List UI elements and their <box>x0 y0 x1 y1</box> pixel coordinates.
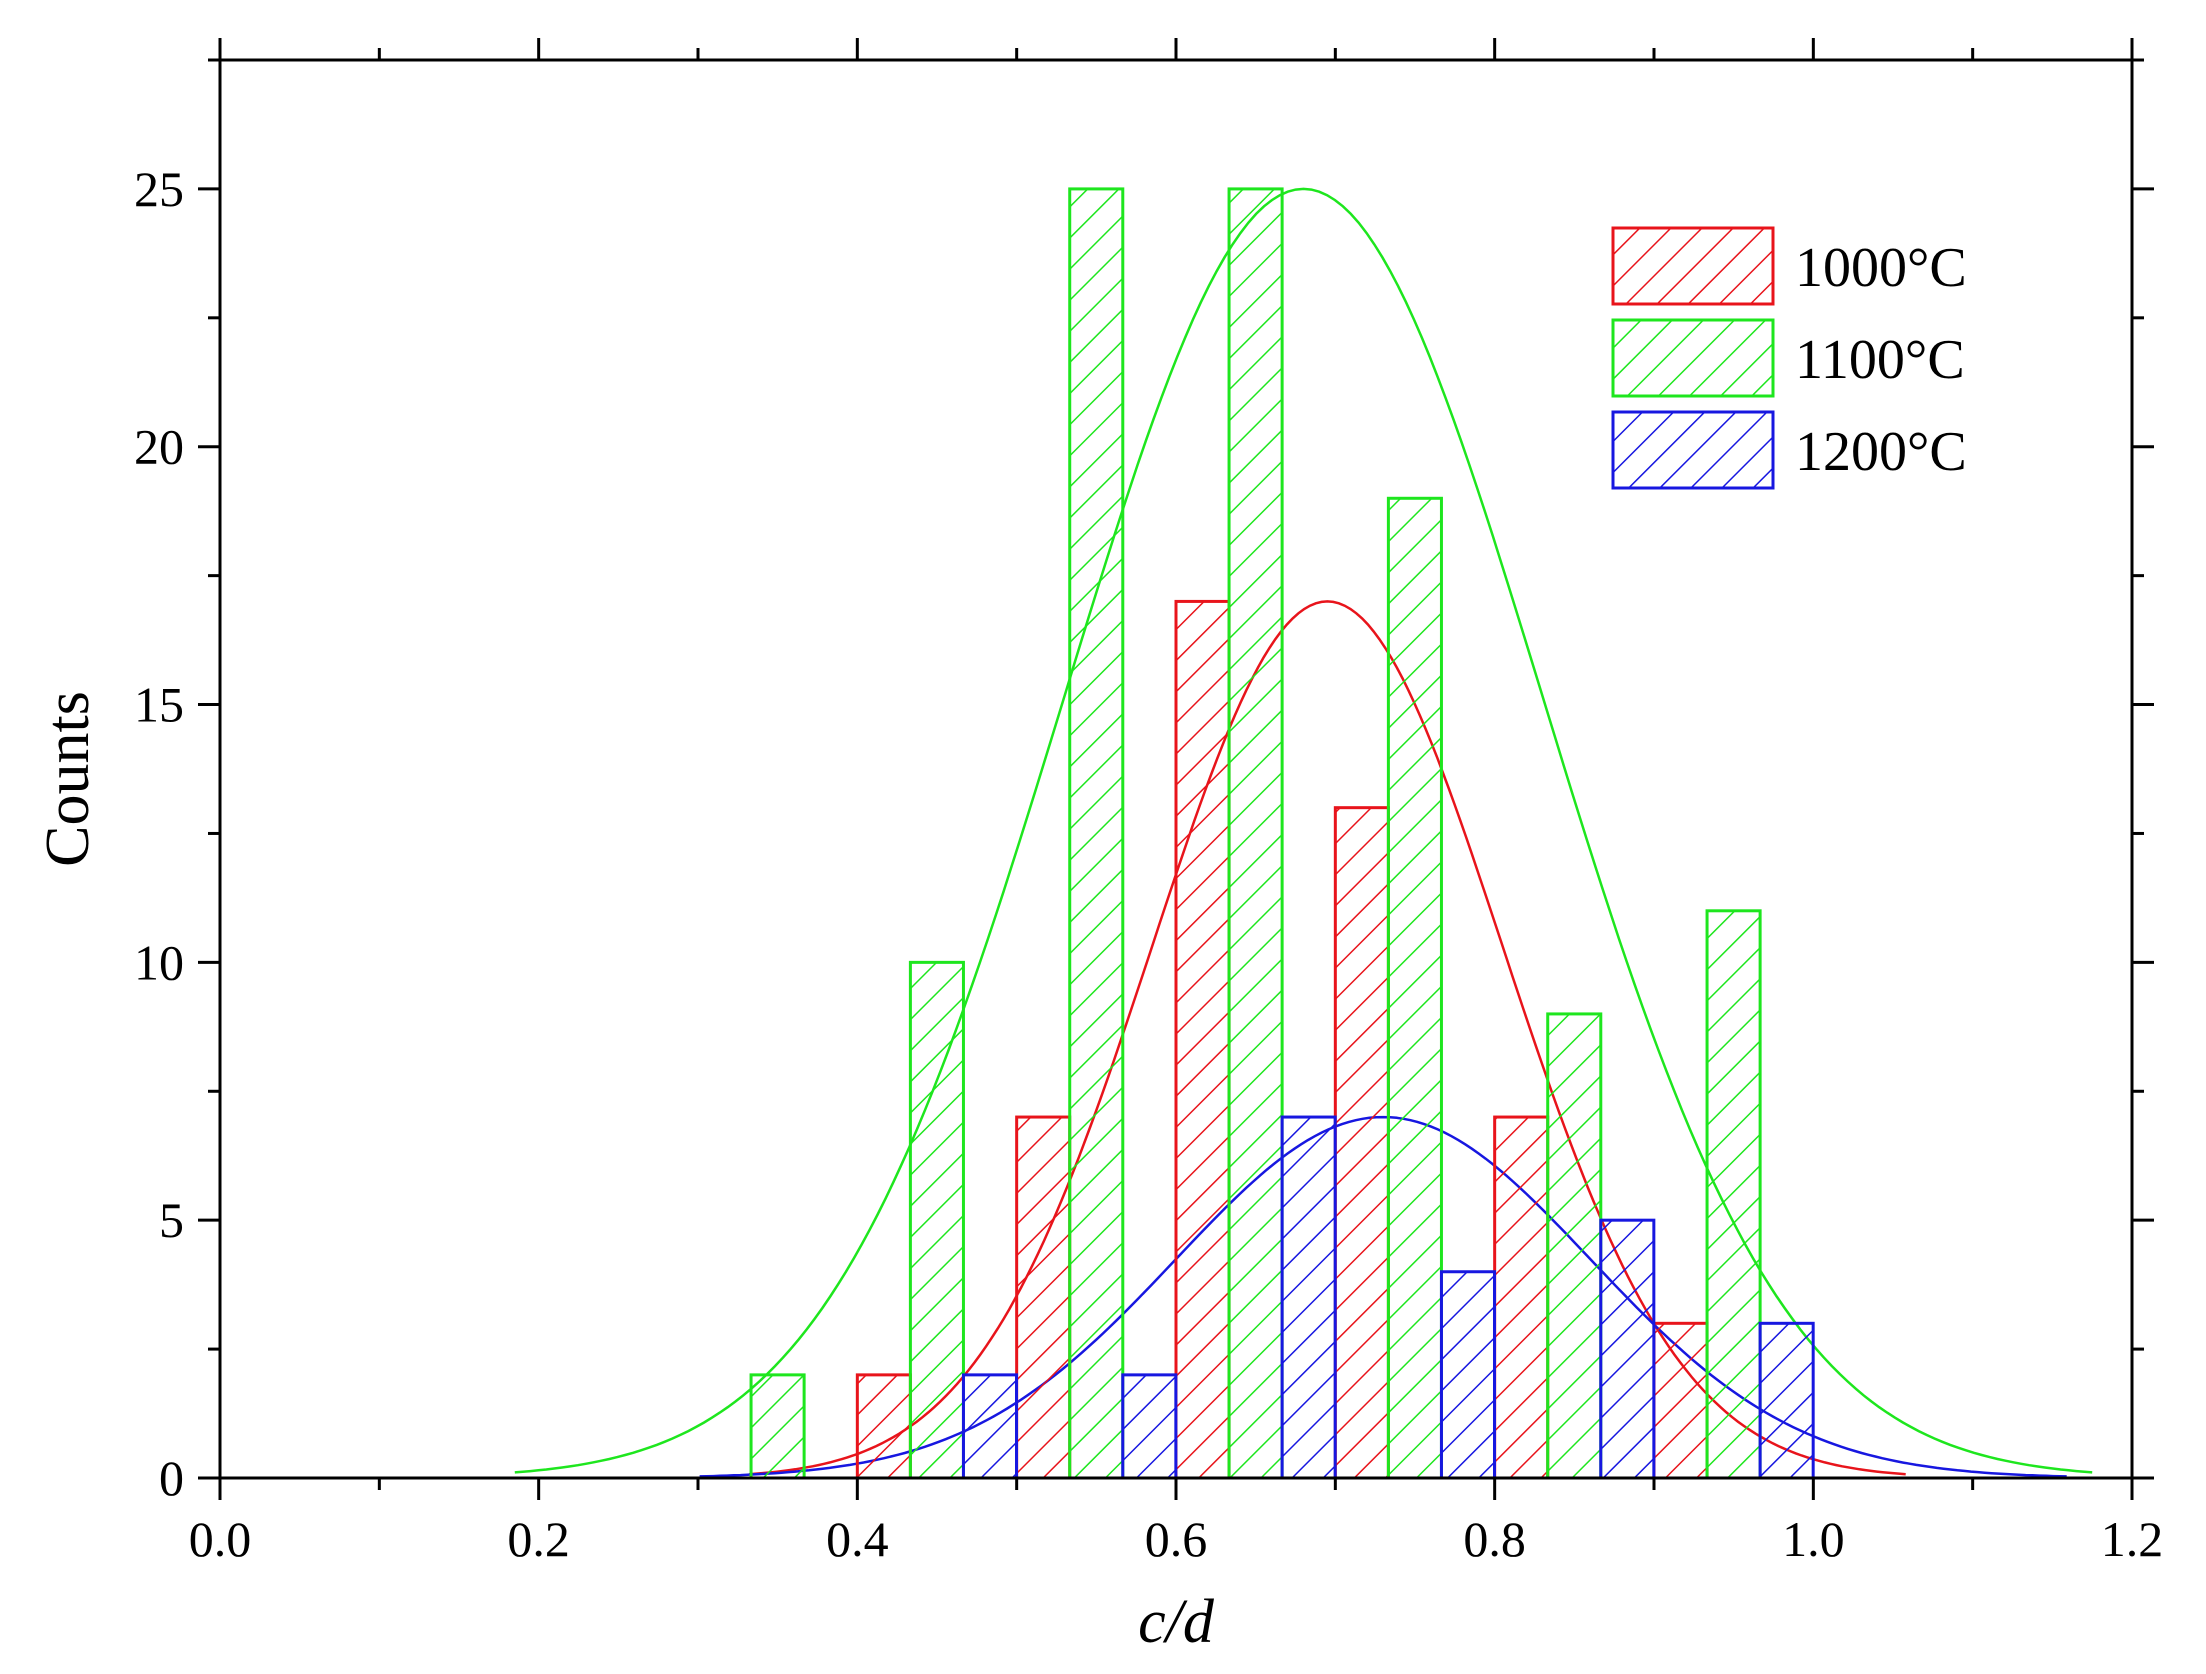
bar-1100C-0 <box>749 1373 806 1480</box>
y-axis-title: Counts <box>34 691 102 867</box>
x-tick-label: 0.2 <box>507 1511 570 1567</box>
bar-1100C-5 <box>1546 1012 1603 1480</box>
x-tick-label: 0.6 <box>1145 1511 1208 1567</box>
bar-1200C-5 <box>1758 1321 1815 1480</box>
bar-1100C-4 <box>1386 496 1443 1480</box>
x-axis-title: c/d <box>1138 1588 1215 1656</box>
legend-label: 1000°C <box>1795 237 1967 299</box>
bar-1200C-4 <box>1599 1218 1656 1480</box>
x-tick-label: 0.8 <box>1463 1511 1526 1567</box>
axis-ticks <box>198 38 2154 1500</box>
x-tick-label: 1.2 <box>2101 1511 2164 1567</box>
y-tick-label: 25 <box>134 161 184 217</box>
y-tick-label: 10 <box>134 934 184 990</box>
legend: 1000°C 1100°C 1200°C <box>1611 226 1967 490</box>
bar-1000C-5 <box>1652 1321 1709 1480</box>
x-tick-label: 0.4 <box>826 1511 889 1567</box>
x-tick-labels: 0.0 0.2 0.4 0.6 0.8 1.0 1.2 <box>189 1511 2164 1567</box>
legend-swatch-1000C <box>1611 226 1775 306</box>
bar-1000C-1 <box>1015 1115 1072 1480</box>
x-tick-label: 0.0 <box>189 1511 252 1567</box>
y-tick-labels: 0 5 10 15 20 25 <box>134 161 184 1506</box>
bar-1000C-3 <box>1333 806 1390 1480</box>
y-tick-label: 15 <box>134 677 184 733</box>
bar-1200C-1 <box>1121 1373 1178 1480</box>
legend-label: 1100°C <box>1795 329 1965 391</box>
y-tick-label: 5 <box>159 1192 184 1248</box>
bar-1100C-2 <box>1068 187 1125 1480</box>
bar-1200C-2 <box>1280 1115 1337 1480</box>
y-tick-label: 20 <box>134 419 184 475</box>
bar-1200C-3 <box>1439 1270 1497 1480</box>
bar-1000C-2 <box>1174 599 1231 1480</box>
legend-swatch-1200C <box>1611 410 1775 490</box>
bar-1100C-3 <box>1227 187 1284 1480</box>
fit-curve-1100C <box>514 187 2093 1474</box>
histogram-bars <box>749 187 1815 1480</box>
legend-swatch-1100C <box>1611 318 1775 398</box>
legend-label: 1200°C <box>1795 421 1967 483</box>
bar-1000C-4 <box>1493 1115 1550 1480</box>
x-tick-label: 1.0 <box>1782 1511 1845 1567</box>
bar-1000C-0 <box>855 1373 912 1480</box>
bar-1100C-6 <box>1705 909 1762 1480</box>
y-tick-label: 0 <box>159 1450 184 1506</box>
bar-1100C-1 <box>908 960 965 1480</box>
bar-1200C-0 <box>961 1373 1019 1480</box>
